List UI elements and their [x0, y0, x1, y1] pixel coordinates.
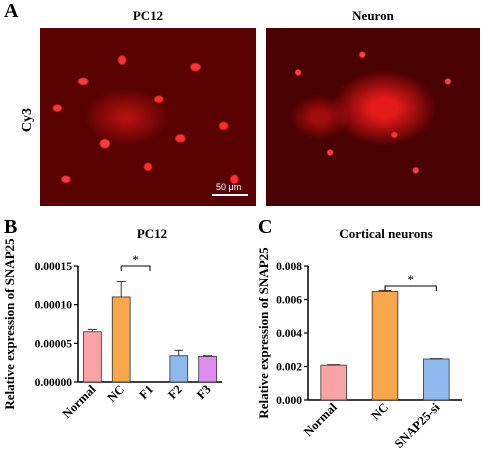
pc12-micrograph: 50 μm [40, 28, 256, 206]
significance-bracket [120, 265, 151, 271]
image-title-neuron: Neuron [352, 8, 394, 23]
bar [198, 356, 217, 383]
y-tick-label: 0.00010 [35, 300, 73, 312]
y-tick-label: 0.008 [276, 261, 302, 273]
stain-label: Cy3 [20, 107, 35, 133]
cortical-neurons-bar-chart: Cortical neurons Relative expression of S… [256, 226, 462, 451]
y-tick-label: 0.000 [276, 395, 302, 407]
y-tick-label: 0.00005 [35, 338, 73, 350]
bar [111, 296, 131, 383]
x-tick-label: F3 [194, 382, 214, 402]
image-title-pc12: PC12 [132, 8, 164, 23]
x-tick-label: NC [105, 382, 128, 405]
y-tick-label: 0.006 [276, 295, 302, 307]
y-axis-label: Relative expression of SNAP25 [2, 238, 17, 410]
pc12-bar-chart: PC12 Relative expression of SNAP25 0.00000… [2, 226, 222, 421]
x-tick-label: Normal [301, 400, 340, 439]
neuron-micrograph [266, 28, 480, 206]
x-tick-label: NC [368, 400, 391, 423]
y-tick-label: 0.002 [276, 362, 302, 374]
significance-bracket [384, 285, 437, 291]
significance-label: * [132, 252, 139, 267]
chart-title: Cortical neurons [339, 226, 432, 241]
bar [320, 364, 347, 401]
panel-letter-b: B [4, 216, 18, 238]
chart-title: PC12 [137, 226, 167, 241]
bar [371, 291, 399, 401]
panel-letter-c: C [258, 216, 273, 238]
scale-bar-label: 50 μm [216, 182, 242, 192]
significance-label: * [407, 272, 414, 287]
y-axis-label: Relative expression of SNAP25 [256, 247, 271, 419]
y-tick-label: 0.00015 [35, 261, 73, 273]
panel-letter-a: A [4, 0, 19, 22]
x-tick-label: F2 [165, 382, 185, 402]
bar [423, 358, 450, 401]
scale-bar [212, 194, 248, 196]
bar [83, 331, 102, 383]
x-tick-label: SNAP25-si [392, 400, 443, 451]
bar [169, 355, 189, 383]
y-tick-label: 0.00000 [35, 377, 73, 389]
y-tick-label: 0.004 [276, 328, 302, 340]
x-tick-label: F1 [136, 382, 156, 402]
